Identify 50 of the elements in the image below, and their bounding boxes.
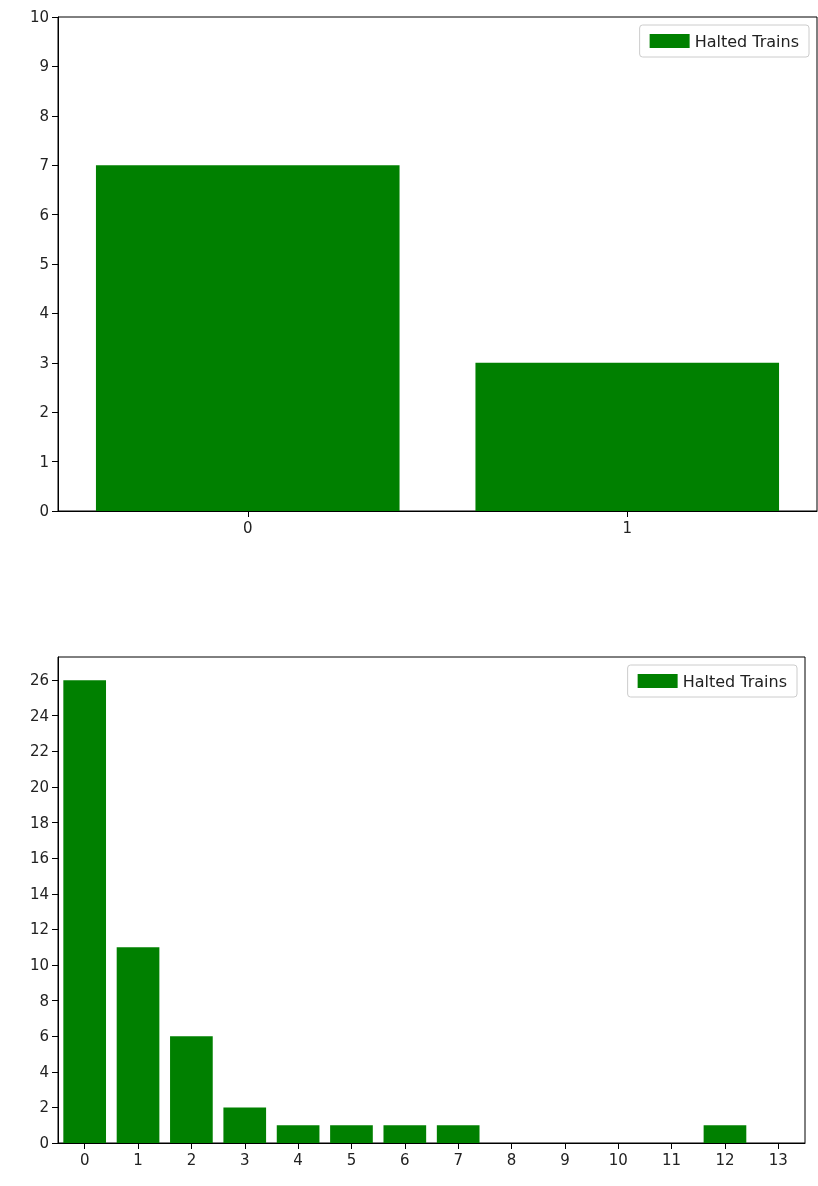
bar [223, 1107, 267, 1143]
y-tick-label: 2 [39, 403, 49, 422]
y-tick-label: 8 [39, 991, 49, 1010]
bar [703, 1125, 747, 1143]
y-tick-label: 22 [29, 742, 49, 761]
bar [170, 1036, 213, 1143]
y-tick-label: 14 [29, 884, 49, 903]
y-tick-label: 6 [39, 205, 49, 224]
bar [63, 680, 107, 1143]
x-tick-label: 11 [662, 1150, 682, 1169]
bar [436, 1125, 480, 1143]
bar [116, 947, 160, 1143]
x-tick-label: 7 [453, 1150, 463, 1169]
legend-label: Halted Trains [682, 671, 788, 691]
x-tick-label: 8 [506, 1150, 517, 1169]
y-tick-label: 3 [39, 353, 49, 372]
legend-label: Halted Trains [694, 31, 800, 51]
bar [383, 1125, 427, 1143]
x-tick-label: 1 [133, 1150, 143, 1169]
x-tick-label: 9 [560, 1150, 570, 1169]
bar [330, 1125, 373, 1143]
y-tick-label: 16 [29, 849, 49, 868]
y-tick-label: 8 [39, 106, 49, 125]
y-tick-label: 2 [39, 1098, 49, 1117]
x-tick-label: 0 [79, 1150, 90, 1169]
y-tick-label: 20 [29, 777, 49, 796]
bar [276, 1125, 320, 1143]
x-tick-label: 6 [400, 1150, 410, 1169]
y-tick-label: 26 [29, 671, 49, 690]
y-tick-label: 4 [39, 304, 49, 323]
x-tick-label: 10 [608, 1150, 628, 1169]
x-tick-label: 13 [768, 1150, 788, 1169]
y-tick-label: 5 [39, 255, 49, 273]
x-tick-label: 3 [239, 1150, 250, 1169]
y-tick-label: 12 [29, 920, 49, 939]
y-tick-label: 0 [39, 1134, 49, 1152]
y-tick-label: 1 [39, 452, 49, 471]
y-tick-label: 4 [39, 1062, 49, 1081]
x-tick-label: 4 [293, 1150, 303, 1169]
x-tick-label: 5 [346, 1150, 357, 1169]
y-tick-label: 18 [29, 813, 49, 832]
x-tick-label: 2 [186, 1150, 197, 1169]
y-tick-label: 10 [29, 955, 49, 974]
y-tick-label: 6 [39, 1027, 49, 1046]
y-tick-label: 9 [39, 57, 49, 76]
y-tick-label: 10 [29, 8, 49, 26]
y-tick-label: 0 [39, 502, 49, 520]
y-tick-label: 7 [39, 156, 49, 175]
x-tick-label: 12 [715, 1150, 735, 1169]
y-tick-label: 24 [29, 706, 49, 725]
